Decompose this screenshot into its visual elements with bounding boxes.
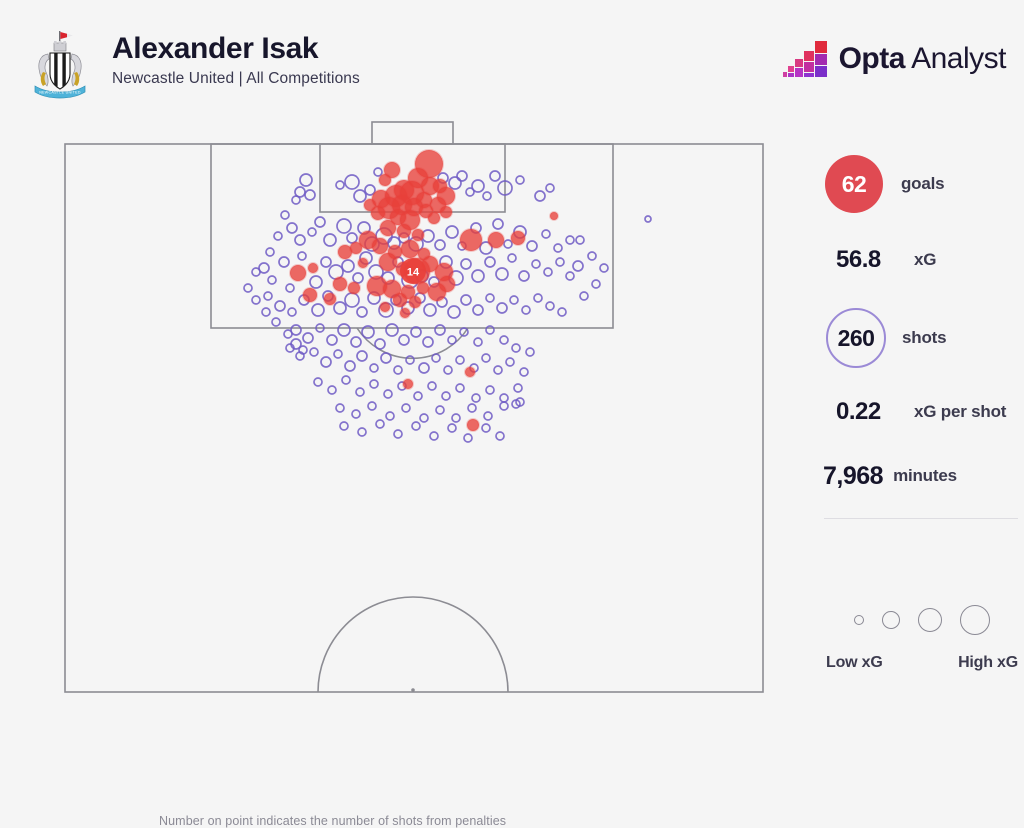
legend-dot-1 [882,611,900,629]
stat-xg-per-shot: 0.22 xG per shot [818,392,1024,432]
opta-wordmark: Opta Analyst [838,42,1007,75]
penalty-count-marker: 14 [400,258,426,284]
svg-text:14: 14 [407,267,420,279]
svg-text:NEWCASTLE UNITED: NEWCASTLE UNITED [39,90,81,94]
stats-panel: 62 goals 56.8 xG 260 shots 0.22 xG per s… [818,150,1024,519]
pitch-footnote: Number on point indicates the number of … [159,814,507,828]
legend-label-row: Low xG High xG [822,654,1022,672]
opta-staircase-icon [782,41,827,77]
xg-size-legend: Low xG High xG [822,600,1022,672]
xg-per-shot-value: 0.22 [836,398,881,425]
newcastle-united-crest-icon: NEWCASTLE UNITED [34,31,86,99]
header: NEWCASTLE UNITED Alexander Isak Newcastl… [0,0,1024,110]
page-title: Alexander Isak [112,32,319,65]
stat-xg: 56.8 xG [818,240,1024,280]
legend-high-label: High xG [958,654,1018,671]
centre-spot [411,688,415,692]
goals-value-bubble: 62 [825,155,883,213]
stat-minutes: 7,968 minutes [818,456,1024,496]
pitch-markings [64,121,764,693]
xg-per-shot-label: xG per shot [914,402,1007,421]
goal-markers-layer [289,149,559,432]
stat-shots: 260 shots [818,304,1024,372]
stat-goals: 62 goals [818,150,1024,218]
shots-label: shots [902,328,947,347]
page-subtitle: Newcastle United | All Competitions [112,70,360,87]
title-block: Alexander Isak Newcastle United | All Co… [112,32,360,89]
shot-map-svg: 14 [64,121,764,693]
legend-circle-row [822,600,1022,640]
opta-wordmark-bold: Opta [838,42,906,75]
shots-value-bubble: 260 [826,308,886,368]
shot-map: 14 Number on point indicates the number … [60,112,766,828]
legend-dot-2 [918,608,942,632]
legend-dot-0 [854,615,864,625]
stats-divider [824,518,1018,519]
minutes-value: 7,968 [823,461,884,490]
xg-value: 56.8 [836,246,881,273]
goals-label: goals [901,174,945,193]
legend-low-label: Low xG [826,654,883,671]
xg-label: xG [914,250,937,269]
opta-wordmark-light: Analyst [911,42,1006,75]
minutes-label: minutes [893,466,957,485]
legend-dot-3 [960,605,990,635]
opta-analyst-logo: Opta Analyst [782,40,1007,78]
